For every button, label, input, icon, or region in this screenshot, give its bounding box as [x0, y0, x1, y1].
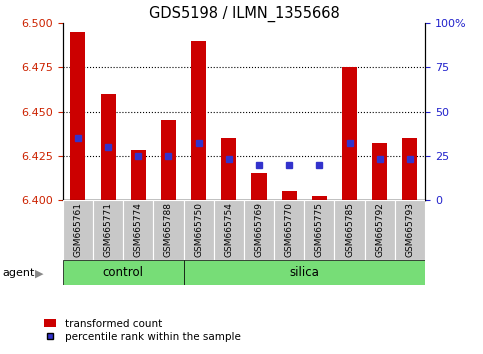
Text: GSM665754: GSM665754: [224, 202, 233, 257]
Bar: [213, 200, 244, 260]
Text: GSM665761: GSM665761: [73, 202, 83, 257]
Bar: [131, 150, 146, 200]
Bar: [191, 41, 206, 200]
Text: ▶: ▶: [35, 268, 43, 278]
Text: GSM665771: GSM665771: [103, 202, 113, 257]
Bar: [63, 200, 93, 260]
Bar: [252, 173, 267, 200]
Bar: [71, 32, 85, 200]
Bar: [244, 200, 274, 260]
Bar: [402, 138, 417, 200]
Text: GSM665792: GSM665792: [375, 202, 384, 257]
Bar: [154, 200, 184, 260]
Title: GDS5198 / ILMN_1355668: GDS5198 / ILMN_1355668: [149, 5, 339, 22]
Bar: [184, 260, 425, 285]
Text: GSM665785: GSM665785: [345, 202, 354, 257]
Bar: [304, 200, 334, 260]
Bar: [221, 138, 236, 200]
Bar: [395, 200, 425, 260]
Text: GSM665750: GSM665750: [194, 202, 203, 257]
Text: GSM665793: GSM665793: [405, 202, 414, 257]
Bar: [342, 67, 357, 200]
Bar: [161, 120, 176, 200]
Bar: [93, 200, 123, 260]
Text: GSM665774: GSM665774: [134, 202, 143, 257]
Text: GSM665788: GSM665788: [164, 202, 173, 257]
Text: agent: agent: [2, 268, 35, 278]
Bar: [63, 260, 184, 285]
Legend: transformed count, percentile rank within the sample: transformed count, percentile rank withi…: [44, 319, 241, 342]
Text: GSM665775: GSM665775: [315, 202, 324, 257]
Bar: [365, 200, 395, 260]
Text: GSM665770: GSM665770: [284, 202, 294, 257]
Bar: [100, 94, 115, 200]
Text: GSM665769: GSM665769: [255, 202, 264, 257]
Bar: [372, 143, 387, 200]
Text: silica: silica: [289, 266, 319, 279]
Bar: [123, 200, 154, 260]
Bar: [282, 191, 297, 200]
Bar: [184, 200, 213, 260]
Bar: [274, 200, 304, 260]
Bar: [312, 196, 327, 200]
Text: control: control: [103, 266, 143, 279]
Bar: [334, 200, 365, 260]
